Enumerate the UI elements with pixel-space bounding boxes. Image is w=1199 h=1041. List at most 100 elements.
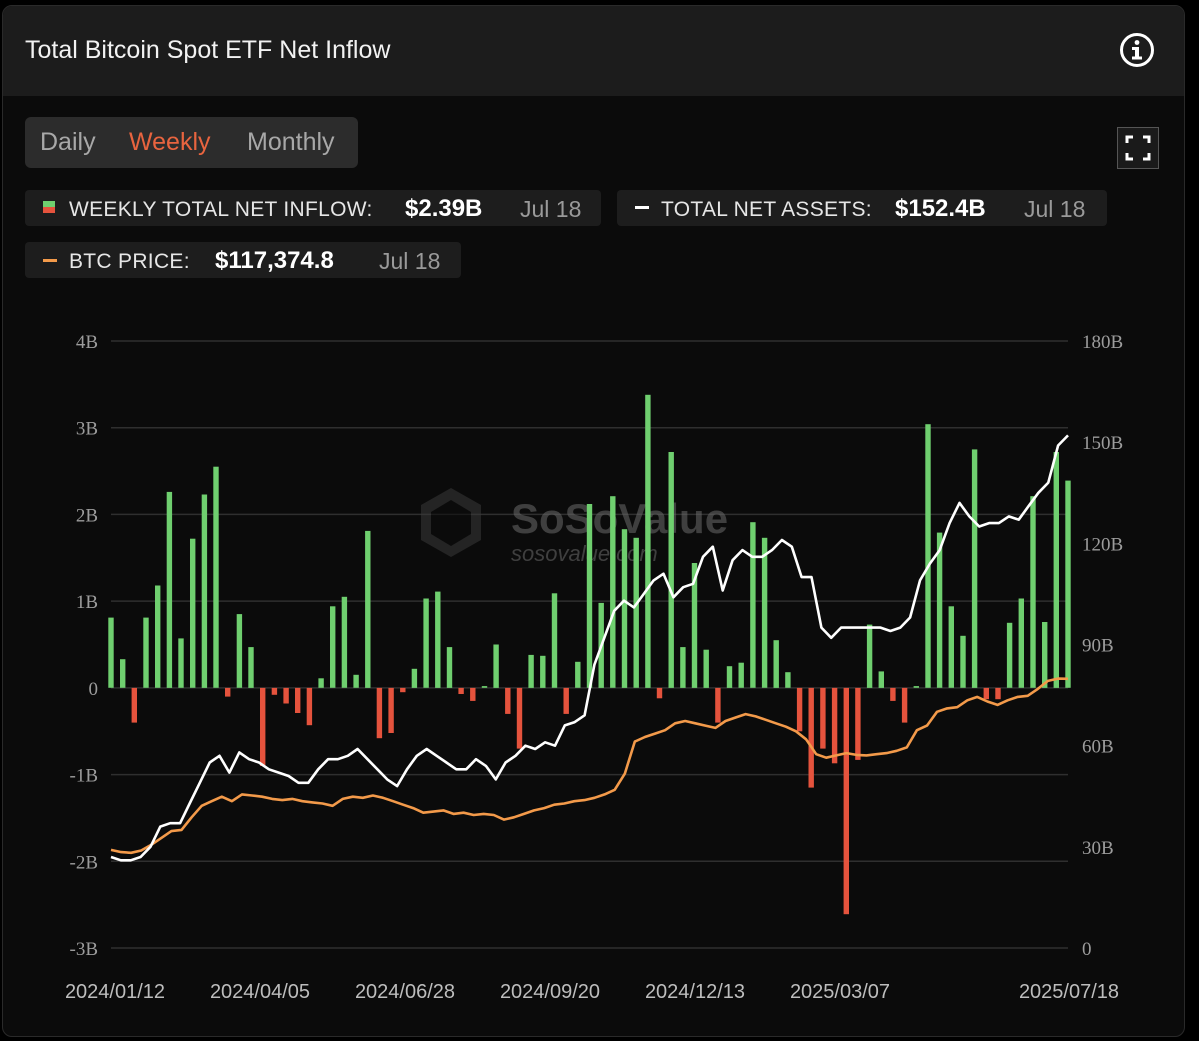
inflow-bar xyxy=(271,687,278,695)
assets-value: $152.4B xyxy=(895,195,986,222)
inflow-bar xyxy=(831,687,838,764)
info-icon[interactable] xyxy=(1119,32,1155,68)
inflow-bar xyxy=(1053,452,1059,688)
inflow-bar xyxy=(750,522,756,688)
y-left-tick: 4B xyxy=(76,332,98,353)
x-tick: 2024/06/28 xyxy=(355,981,455,1003)
inflow-bar xyxy=(411,668,418,688)
y-right-tick: 120B xyxy=(1082,534,1123,555)
y-left-tick: 3B xyxy=(76,419,98,440)
assets-label: TOTAL NET ASSETS: xyxy=(661,198,872,221)
inflow-bar xyxy=(493,644,499,688)
inflow-bar xyxy=(1065,480,1071,688)
x-tick: 2024/01/12 xyxy=(65,981,165,1003)
inflow-bar xyxy=(971,449,978,688)
inflow-bar xyxy=(400,687,406,693)
inflow-bar xyxy=(726,666,733,688)
lines xyxy=(110,434,1069,862)
inflow-bar xyxy=(120,659,126,688)
inflow-bar xyxy=(680,647,686,688)
inflow-bar xyxy=(773,640,779,688)
inflow-bar xyxy=(295,687,301,713)
inflow-date: Jul 18 xyxy=(520,196,582,222)
x-tick: 2025/07/18 xyxy=(1019,981,1119,1003)
inflow-bar xyxy=(365,530,371,688)
y-left-tick: -3B xyxy=(70,939,99,960)
inflow-swatch-negative xyxy=(43,207,55,213)
price-value: $117,374.8 xyxy=(215,247,334,274)
x-tick: 2025/03/07 xyxy=(790,981,890,1003)
inflow-bar xyxy=(866,624,873,688)
inflow-bar xyxy=(610,496,616,688)
y-right-tick: 180B xyxy=(1082,332,1123,353)
inflow-bar xyxy=(166,491,173,688)
price-date: Jul 18 xyxy=(379,248,441,274)
sosovalue-logo-icon xyxy=(421,488,481,557)
inflow-bar xyxy=(435,591,441,688)
inflow-bar xyxy=(540,655,546,688)
inflow-bar xyxy=(645,394,651,688)
legend-inflow: WEEKLY TOTAL NET INFLOW: $2.39B Jul 18 xyxy=(25,190,601,226)
x-tick: 2024/12/13 xyxy=(645,981,745,1003)
inflow-bar xyxy=(796,687,803,732)
inflow-bar xyxy=(936,532,943,688)
inflow-swatch xyxy=(43,201,55,207)
inflow-bar xyxy=(738,662,744,688)
price-label: BTC PRICE: xyxy=(69,250,190,273)
inflow-bar xyxy=(878,671,884,688)
tab-monthly[interactable]: Monthly xyxy=(247,128,335,156)
legend-assets: TOTAL NET ASSETS: $152.4B Jul 18 xyxy=(617,190,1107,226)
inflow-bar xyxy=(330,606,336,688)
y-right-tick: 30B xyxy=(1082,838,1114,859)
total-net-assets-line xyxy=(110,434,1069,862)
tab-weekly[interactable]: Weekly xyxy=(129,128,211,156)
watermark: SoSoValue sosovalue.com xyxy=(421,488,728,566)
inflow-bar xyxy=(481,686,488,688)
inflow-bar xyxy=(691,563,698,688)
inflow-bar xyxy=(633,537,639,688)
inflow-bar xyxy=(575,661,581,688)
inflow-bar xyxy=(586,504,593,688)
inflow-bar xyxy=(248,647,254,688)
watermark-url: sosovalue.com xyxy=(511,541,658,566)
inflow-bar xyxy=(190,538,196,688)
price-swatch xyxy=(43,259,57,262)
inflow-bar xyxy=(1042,622,1048,688)
tab-daily[interactable]: Daily xyxy=(40,128,96,156)
inflow-bar xyxy=(901,687,908,723)
y-left-tick: -2B xyxy=(70,852,99,873)
inflow-bar xyxy=(668,452,674,688)
inflow-chart: SoSoValue sosovalue.com 4B 3B 2B 1B 0 -1B -2B -… xyxy=(65,332,1123,1003)
timeframe-tabs: Daily Weekly Monthly xyxy=(25,117,358,168)
y-left-tick: 0 xyxy=(89,679,99,700)
inflow-bar xyxy=(1018,598,1024,688)
inflow-bar xyxy=(423,598,429,688)
inflow-bar xyxy=(306,687,313,726)
inflow-bar xyxy=(820,687,826,749)
y-right-tick: 60B xyxy=(1082,737,1114,758)
inflow-bar xyxy=(843,687,849,915)
inflow-bar xyxy=(948,606,954,688)
y-right-tick: 150B xyxy=(1082,433,1123,454)
inflow-bar xyxy=(890,687,896,701)
inflow-bar xyxy=(983,687,989,700)
watermark-brand: SoSoValue xyxy=(511,495,728,542)
inflow-bar xyxy=(341,596,348,688)
inflow-bar xyxy=(131,687,137,723)
inflow-bar xyxy=(178,638,184,688)
fullscreen-icon[interactable] xyxy=(1117,127,1159,169)
inflow-bar xyxy=(1030,496,1036,688)
y-left-tick: 2B xyxy=(76,505,98,526)
inflow-bar xyxy=(108,617,114,688)
btc-price-line xyxy=(110,677,1069,855)
inflow-bar xyxy=(225,687,231,697)
inflow-bar xyxy=(353,674,359,688)
inflow-bar xyxy=(260,687,266,766)
inflow-bar xyxy=(388,687,394,733)
assets-date: Jul 18 xyxy=(1024,196,1086,222)
card-header: Total Bitcoin Spot ETF Net Inflow xyxy=(3,6,1184,96)
inflow-bar xyxy=(656,687,663,699)
inflow-bar xyxy=(458,687,464,694)
inflow-bar xyxy=(528,654,534,688)
inflow-label: WEEKLY TOTAL NET INFLOW: xyxy=(69,198,373,221)
